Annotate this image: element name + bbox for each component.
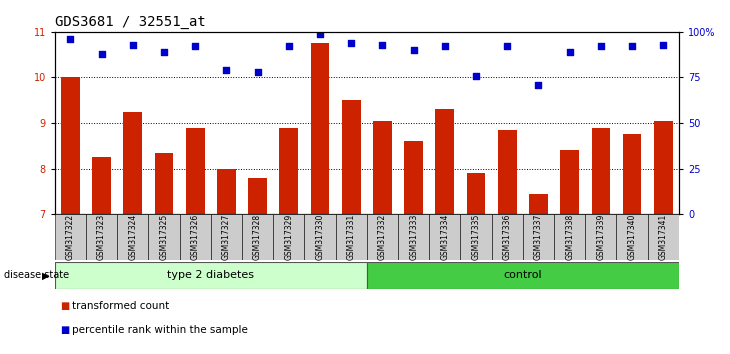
Point: [64, 36, 76, 42]
Bar: [342, 100, 361, 214]
Text: GSM317341: GSM317341: [658, 214, 668, 260]
Text: ▶: ▶: [42, 270, 50, 280]
Text: GSM317335: GSM317335: [472, 214, 480, 261]
Point: [626, 44, 638, 49]
Bar: [498, 130, 517, 214]
Point: [377, 42, 388, 47]
Point: [96, 51, 107, 57]
Bar: [186, 127, 204, 214]
Text: GSM317323: GSM317323: [97, 214, 106, 260]
Bar: [311, 43, 329, 214]
Bar: [366, 214, 398, 260]
Point: [408, 47, 420, 53]
Point: [345, 40, 357, 46]
Bar: [155, 153, 173, 214]
Point: [502, 44, 513, 49]
Text: ■: ■: [60, 301, 69, 311]
Bar: [180, 214, 211, 260]
Text: GSM317324: GSM317324: [128, 214, 137, 260]
Text: GSM317326: GSM317326: [191, 214, 200, 260]
Bar: [654, 121, 672, 214]
Point: [314, 31, 326, 36]
Point: [220, 67, 232, 73]
Bar: [623, 135, 642, 214]
Bar: [55, 214, 86, 260]
Bar: [304, 214, 336, 260]
Bar: [217, 169, 236, 214]
Point: [158, 49, 170, 55]
Bar: [242, 214, 273, 260]
Bar: [492, 214, 523, 260]
Text: GSM317331: GSM317331: [347, 214, 356, 260]
Point: [189, 44, 201, 49]
Text: transformed count: transformed count: [72, 301, 169, 311]
Point: [127, 42, 139, 47]
Bar: [248, 178, 267, 214]
Bar: [123, 112, 142, 214]
Bar: [648, 214, 679, 260]
Bar: [61, 78, 80, 214]
Bar: [429, 214, 461, 260]
Bar: [585, 214, 616, 260]
Text: type 2 diabetes: type 2 diabetes: [167, 270, 254, 280]
Bar: [55, 262, 366, 289]
Text: GSM317327: GSM317327: [222, 214, 231, 260]
Bar: [398, 214, 429, 260]
Bar: [211, 214, 242, 260]
Text: GSM317339: GSM317339: [596, 214, 605, 261]
Text: GSM317322: GSM317322: [66, 214, 75, 260]
Bar: [436, 109, 454, 214]
Point: [470, 73, 482, 79]
Point: [595, 44, 607, 49]
Text: GSM317336: GSM317336: [503, 214, 512, 261]
Text: GSM317325: GSM317325: [159, 214, 169, 260]
Bar: [92, 157, 111, 214]
Text: control: control: [504, 270, 542, 280]
Bar: [148, 214, 180, 260]
Bar: [561, 150, 579, 214]
Bar: [461, 214, 492, 260]
Text: GSM317329: GSM317329: [284, 214, 293, 260]
Text: ■: ■: [60, 325, 69, 335]
Text: GSM317332: GSM317332: [378, 214, 387, 260]
Text: GSM317333: GSM317333: [409, 214, 418, 261]
Bar: [336, 214, 366, 260]
Bar: [554, 214, 585, 260]
Bar: [366, 262, 679, 289]
Bar: [591, 127, 610, 214]
Text: GSM317334: GSM317334: [440, 214, 450, 261]
Point: [283, 44, 295, 49]
Bar: [523, 214, 554, 260]
Text: GSM317330: GSM317330: [315, 214, 325, 261]
Point: [533, 82, 545, 87]
Bar: [404, 141, 423, 214]
Text: GSM317338: GSM317338: [565, 214, 575, 260]
Text: disease state: disease state: [4, 270, 69, 280]
Point: [252, 69, 264, 75]
Bar: [117, 214, 148, 260]
Text: GSM317328: GSM317328: [253, 214, 262, 260]
Point: [658, 42, 669, 47]
Text: GDS3681 / 32551_at: GDS3681 / 32551_at: [55, 16, 206, 29]
Bar: [529, 194, 548, 214]
Text: percentile rank within the sample: percentile rank within the sample: [72, 325, 247, 335]
Bar: [616, 214, 648, 260]
Bar: [86, 214, 117, 260]
Bar: [280, 127, 298, 214]
Point: [564, 49, 575, 55]
Bar: [466, 173, 485, 214]
Bar: [273, 214, 304, 260]
Point: [439, 44, 450, 49]
Text: GSM317340: GSM317340: [628, 214, 637, 261]
Bar: [373, 121, 392, 214]
Text: GSM317337: GSM317337: [534, 214, 543, 261]
